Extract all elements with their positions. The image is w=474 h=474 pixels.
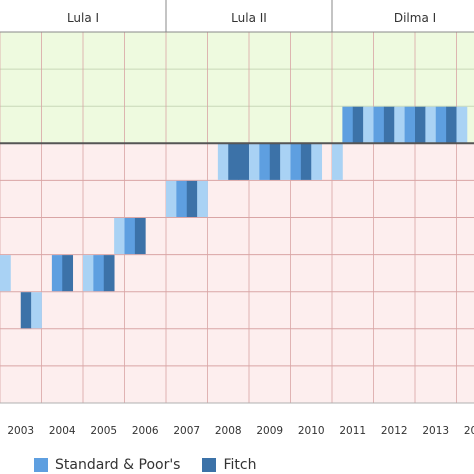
rating-cell [415,106,426,143]
period-label: Lula I [67,11,99,25]
rating-cell [0,255,11,292]
period-header-bg [0,0,474,32]
period-label: Dilma I [394,11,436,25]
rating-cell [83,255,94,292]
rating-cell [456,106,468,143]
legend-swatch-sp [34,458,48,472]
rating-cell [176,180,188,217]
rating-cell [238,143,250,180]
legend-item-sp: Standard & Poor's [34,457,180,473]
rating-cell [435,106,447,143]
rating-cell [383,106,395,143]
x-tick-label: 2008 [215,425,242,437]
rating-cell [124,218,136,255]
rating-cell [51,255,63,292]
x-tick-label: 2006 [132,425,159,437]
x-tick-label: 2013 [422,425,449,437]
rating-cell [269,143,281,180]
rating-cell [352,106,364,143]
legend-label-sp: Standard & Poor's [55,457,181,473]
x-tick-label: 2007 [173,425,200,437]
speculative-grade-zone [0,143,474,404]
legend: Standard & Poor's Fitch [34,456,278,474]
rating-cell [446,106,457,143]
x-tick-label: 2003 [7,425,34,437]
rating-cell [103,255,115,292]
rating-cell [93,255,105,292]
x-tick-label: 2004 [49,425,76,437]
rating-cell [31,292,42,329]
rating-cell [20,292,32,329]
rating-cell [363,106,374,143]
rating-cell [197,180,208,217]
legend-swatch-fitch [202,458,217,472]
x-tick-label: 2011 [339,425,366,437]
x-tick-label: 2010 [298,425,325,437]
rating-cell [394,106,406,143]
rating-cell [280,143,291,180]
x-tick-label: 2005 [90,425,117,437]
rating-cell [249,143,260,180]
rating-cell [342,106,354,143]
rating-cell [373,106,385,143]
period-label: Lula II [231,11,267,25]
x-tick-label: 2012 [381,425,408,437]
rating-cell [311,143,323,180]
x-tick-label: 2009 [256,425,283,437]
rating-cell [259,143,271,180]
rating-cell [186,180,198,217]
rating-cell [404,106,416,143]
rating-cell [166,180,177,217]
rating-cell [290,143,302,180]
x-tick-label: 2014 [464,425,474,437]
rating-cell [228,143,240,180]
rating-cell [62,255,74,292]
rating-cell [300,143,312,180]
legend-item-fitch: Fitch [202,457,256,473]
rating-cell [332,143,343,180]
rating-cell [217,143,229,180]
rating-cell [134,218,146,255]
legend-label-fitch: Fitch [223,457,257,473]
rating-cell [114,218,125,255]
rating-cell [425,106,437,143]
